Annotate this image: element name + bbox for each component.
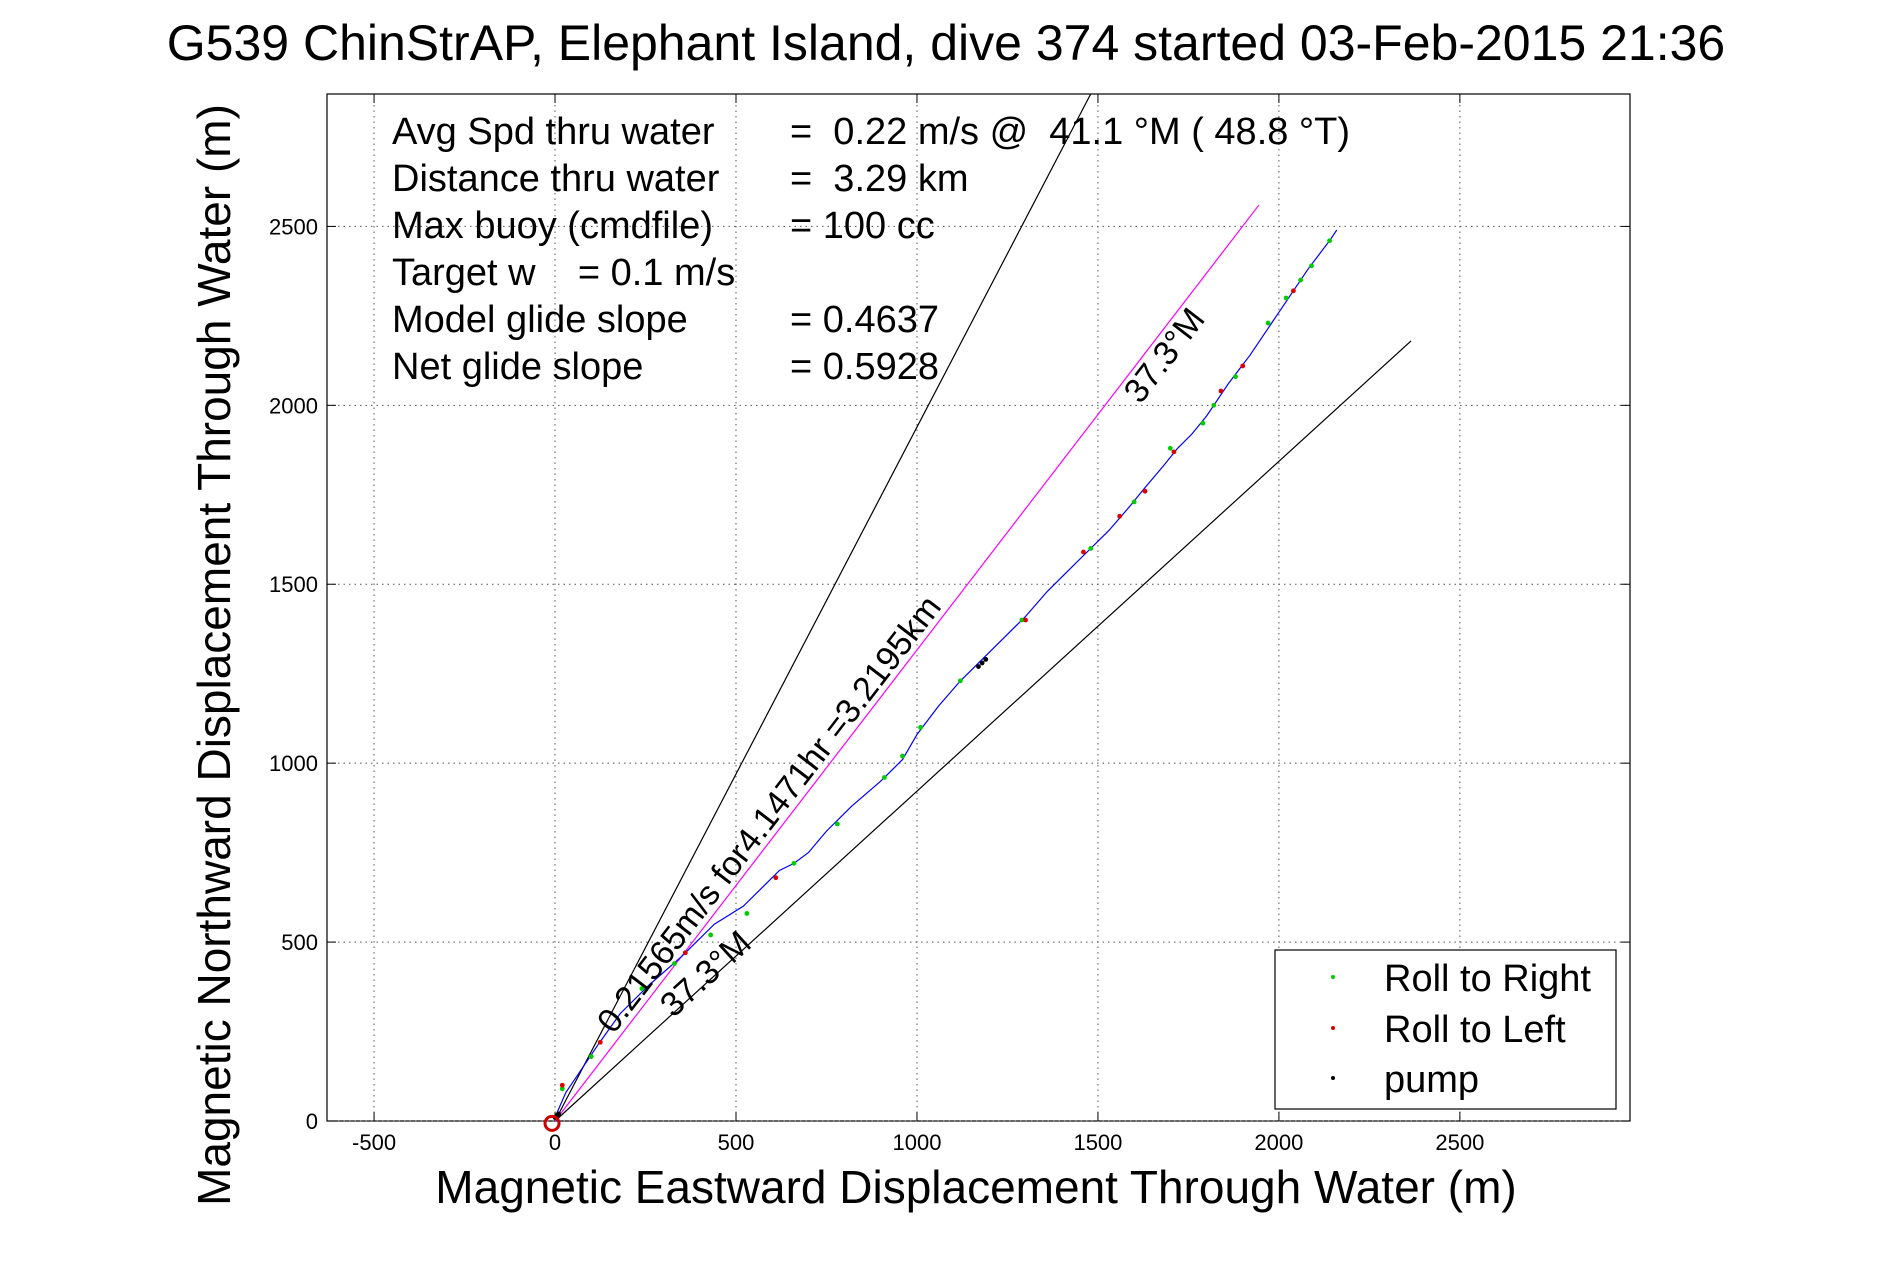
roll-right-point [1088, 546, 1094, 551]
roll-right-point [1019, 617, 1025, 623]
roll-right-point [1211, 402, 1217, 408]
info-label-distance: Distance thru water [392, 158, 720, 200]
info-label-net-glide: Net glide slope [392, 346, 643, 388]
track-line [554, 229, 1338, 1118]
legend-marker-roll-right [1331, 975, 1335, 979]
roll-right-point [1233, 374, 1238, 380]
pump-point [976, 664, 981, 669]
roll-left-point [773, 875, 779, 881]
x-tick-label: 0 [549, 1130, 561, 1155]
roll-left-point [1081, 549, 1086, 555]
x-axis-ticks: -500 0 500 1000 1500 2000 2500 [352, 94, 1484, 1155]
roll-left-point [1023, 617, 1028, 623]
roll-right-point [672, 961, 677, 966]
roll-right-point [588, 1054, 594, 1059]
roll-right-point [1283, 295, 1289, 301]
roll-right-point [1327, 238, 1332, 244]
x-tick-label: 1500 [1073, 1130, 1122, 1155]
roll-left-point [1171, 449, 1177, 455]
legend-marker-roll-left [1331, 1026, 1335, 1030]
x-tick-label: 2500 [1435, 1130, 1484, 1155]
roll-left-point [682, 950, 688, 956]
pump-point [983, 656, 989, 662]
info-label-avg-spd: Avg Spd thru water [392, 111, 715, 153]
roll-right-point [639, 986, 645, 991]
roll-left-point [1218, 388, 1224, 394]
x-tick-label: 1000 [892, 1130, 941, 1155]
x-tick-label: 2000 [1254, 1130, 1303, 1155]
y-tick-label: 500 [281, 930, 318, 955]
y-tick-label: 1500 [269, 572, 318, 597]
roll-right-point [1131, 499, 1137, 505]
legend: Roll to Right Roll to Left pump [1274, 949, 1617, 1110]
roll-markers [552, 238, 1332, 1120]
roll-right-point [708, 932, 714, 938]
info-value-distance: = 3.29 km [790, 158, 968, 200]
y-tick-label: 1000 [269, 751, 318, 776]
roll-right-point [881, 775, 887, 780]
pump-point [556, 1111, 562, 1117]
roll-right-point [791, 860, 797, 866]
roll-left-point [1240, 363, 1246, 369]
roll-left-point [1117, 513, 1123, 519]
grid-lines [327, 94, 1630, 1122]
roll-right-point [744, 911, 750, 916]
start-marker [543, 1114, 561, 1132]
roll-right-point [1265, 320, 1271, 326]
glider-track [554, 229, 1338, 1118]
legend-marker-pump [1331, 1076, 1335, 1080]
roll-right-point [834, 821, 840, 827]
info-label-model-glide: Model glide slope [392, 299, 688, 341]
roll-right-point [1167, 445, 1173, 451]
roll-left-point [1142, 488, 1148, 494]
x-tick-label: -500 [352, 1130, 396, 1155]
info-text-block: Avg Spd thru water = 0.22 m/s @ 41.1 °M … [392, 111, 1350, 388]
legend-label-roll-left: Roll to Left [1384, 1009, 1566, 1051]
roll-right-point [1200, 420, 1206, 426]
y-tick-label: 0 [306, 1109, 318, 1134]
line-current [554, 204, 1260, 1122]
info-value-avg-spd: = 0.22 m/s @ 41.1 °M ( 48.8 °T) [790, 111, 1350, 153]
info-value-model-glide: = 0.4637 [790, 299, 939, 341]
roll-right-point [900, 753, 905, 759]
roll-right-point [1298, 277, 1304, 283]
reference-lines [554, 93, 1412, 1122]
legend-label-roll-right: Roll to Right [1384, 958, 1591, 1000]
roll-left-point [559, 1082, 565, 1088]
roll-right-point [918, 724, 923, 730]
y-axis-label: Magnetic Northward Displacement Through … [188, 104, 240, 1206]
roll-right-point [559, 1086, 565, 1092]
roll-left-point [597, 1039, 603, 1045]
y-axis-ticks: 0 500 1000 1500 2000 2500 [269, 214, 1630, 1134]
x-axis-label: Magnetic Eastward Displacement Through W… [435, 1161, 1516, 1213]
info-label-max-buoy: Max buoy (cmdfile) [392, 205, 713, 247]
x-tick-label: 500 [718, 1130, 755, 1155]
pump-point [979, 660, 985, 666]
info-label-target-w: Target w = 0.1 m/s [392, 252, 735, 294]
legend-label-pump: pump [1384, 1059, 1479, 1101]
y-tick-label: 2000 [269, 393, 318, 418]
line-envelope-lower [554, 340, 1412, 1122]
info-value-net-glide: = 0.5928 [790, 346, 939, 388]
info-value-max-buoy: = 100 cc [790, 205, 935, 247]
line-envelope-upper [554, 93, 1092, 1122]
roll-left-point [1290, 288, 1296, 294]
roll-right-point [1309, 263, 1314, 269]
y-tick-label: 2500 [269, 214, 318, 239]
roll-right-point [958, 678, 963, 684]
chart-title: G539 ChinStrAP, Elephant Island, dive 37… [167, 15, 1725, 71]
